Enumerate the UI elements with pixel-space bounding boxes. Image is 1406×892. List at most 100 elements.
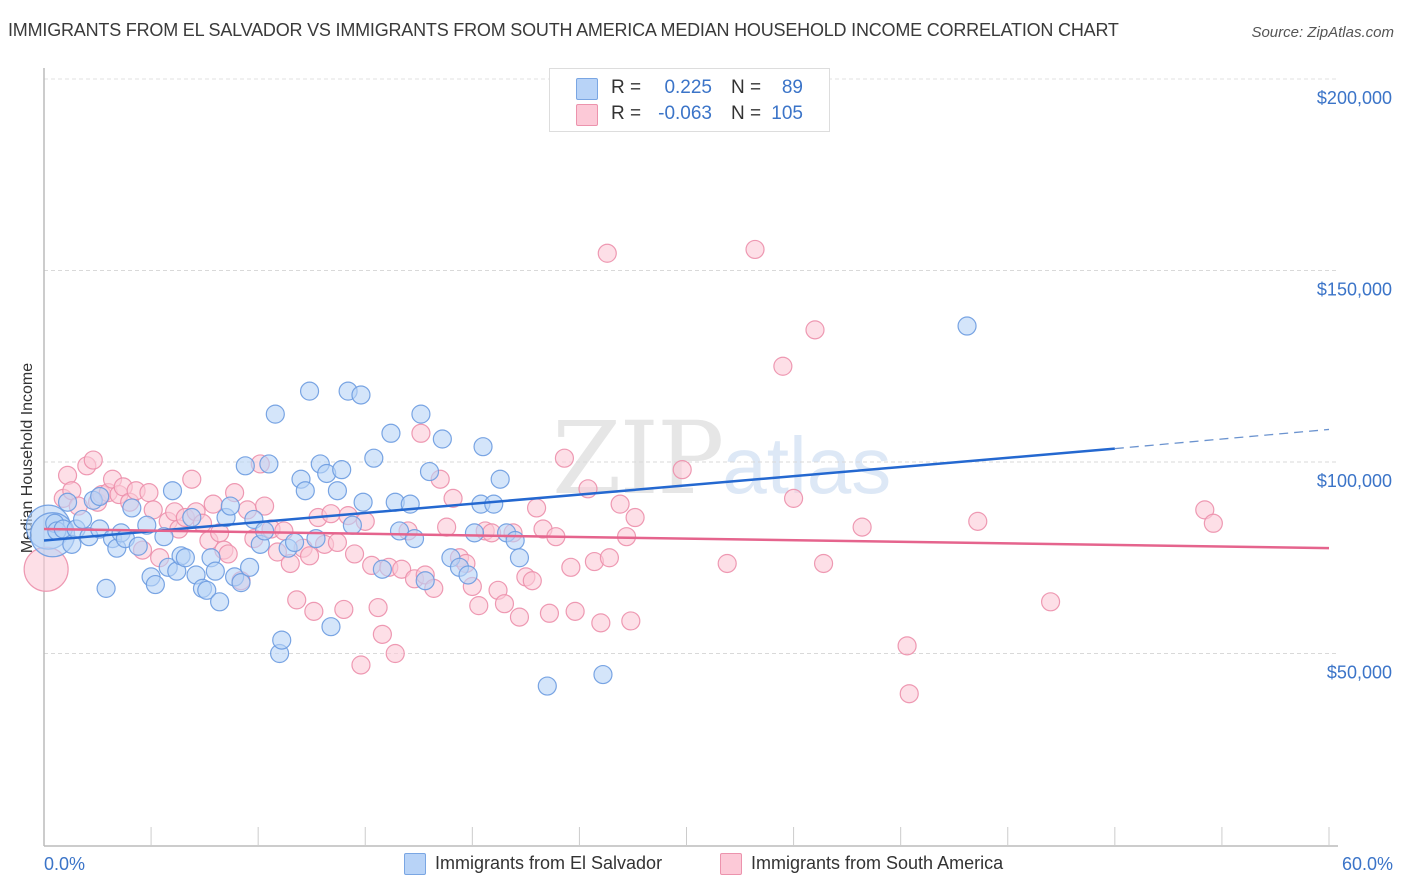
watermark-zip: ZIP <box>552 400 724 517</box>
data-point <box>597 243 617 263</box>
data-point <box>327 481 348 501</box>
data-point <box>411 423 431 443</box>
data-point <box>404 528 425 549</box>
gridlines <box>44 78 1338 654</box>
data-point <box>899 684 919 704</box>
data-point <box>565 601 585 621</box>
x-tick-labels: 0.0% 60.0% <box>44 854 1393 874</box>
data-point <box>265 404 285 424</box>
data-point <box>351 385 371 405</box>
data-point <box>852 517 872 537</box>
data-point <box>783 488 804 508</box>
data-point <box>364 448 384 468</box>
data-point <box>175 548 195 568</box>
data-point <box>332 460 352 480</box>
data-point <box>593 664 613 685</box>
data-point <box>1195 500 1215 520</box>
data-point <box>182 469 202 489</box>
data-point <box>353 492 373 512</box>
data-point <box>272 630 292 650</box>
data-point <box>539 603 560 623</box>
data-point <box>813 553 834 574</box>
data-point <box>392 559 412 579</box>
n-label: N = <box>731 103 762 124</box>
data-point <box>122 498 142 518</box>
data-point <box>494 594 515 614</box>
chart-title: IMMIGRANTS FROM EL SALVADOR VS IMMIGRANT… <box>8 20 1119 40</box>
data-point <box>554 448 575 468</box>
data-point <box>334 599 354 620</box>
data-point <box>287 590 307 610</box>
r-value: -0.063 <box>658 103 712 124</box>
data-point <box>240 557 260 577</box>
data-point <box>458 565 478 585</box>
data-point <box>90 486 110 507</box>
data-point <box>128 536 148 556</box>
data-point <box>139 483 159 503</box>
data-point <box>321 504 341 524</box>
data-point <box>299 381 320 401</box>
trend-lines <box>43 428 1330 550</box>
data-point <box>203 494 223 514</box>
el-salvador-legend-swatch <box>404 853 426 875</box>
data-point <box>162 481 183 501</box>
watermark: ZIPatlas <box>552 400 891 517</box>
data-point <box>197 580 217 600</box>
data-point <box>372 624 392 644</box>
data-point <box>432 429 452 449</box>
data-point <box>561 557 581 577</box>
trend-line-el-salvador <box>43 447 1115 542</box>
data-point <box>218 544 238 564</box>
trend-line-south-america <box>43 527 1330 550</box>
r-label: R = <box>611 103 642 124</box>
watermark-atlas: atlas <box>722 421 892 510</box>
data-point <box>522 571 542 591</box>
n-value: 89 <box>781 77 803 98</box>
n-value: 105 <box>771 103 803 124</box>
data-point <box>745 239 765 260</box>
data-point <box>72 509 93 530</box>
r-label: R = <box>611 77 642 98</box>
data-point <box>897 636 917 656</box>
y-tick-label: $100,000 <box>1317 471 1392 491</box>
x-tick-label-min: 0.0% <box>44 854 85 874</box>
data-point <box>672 460 692 480</box>
data-point <box>351 655 371 675</box>
data-point <box>96 578 116 598</box>
axes <box>43 68 1338 847</box>
data-point <box>509 548 530 568</box>
data-point <box>321 617 341 637</box>
data-point <box>469 596 489 616</box>
y-tick-label: $150,000 <box>1317 280 1392 300</box>
data-point <box>254 521 275 541</box>
stats-row-south-america: R = -0.063 N = 105 <box>550 102 829 128</box>
data-point <box>505 530 525 551</box>
data-point <box>968 511 988 531</box>
data-point <box>205 561 225 581</box>
data-point <box>591 613 611 633</box>
south-america-swatch <box>576 104 598 126</box>
data-point <box>411 404 431 424</box>
chart-legend: Immigrants from El Salvador Immigrants f… <box>0 852 1406 878</box>
data-point <box>83 450 103 470</box>
data-point <box>773 356 793 376</box>
legend-label: Immigrants from El Salvador <box>435 853 663 873</box>
x-ticks <box>150 827 1330 846</box>
data-point <box>220 496 240 516</box>
data-point <box>599 548 620 568</box>
data-point <box>368 597 388 618</box>
data-point <box>1040 592 1061 612</box>
correlation-stats-box: R = 0.225 N = 89 R = -0.063 N = 105 <box>549 68 830 132</box>
data-point <box>342 515 362 535</box>
data-point <box>235 456 255 476</box>
data-point <box>304 601 324 621</box>
stats-row-el-salvador: R = 0.225 N = 89 <box>550 76 829 102</box>
trend-line-el-salvador-projection <box>1114 428 1330 450</box>
data-point <box>372 559 392 579</box>
data-point <box>610 494 630 514</box>
data-point <box>957 316 977 336</box>
data-point <box>490 469 510 489</box>
south-america-legend-swatch <box>720 853 742 875</box>
data-point <box>385 643 405 664</box>
data-point <box>299 546 320 566</box>
